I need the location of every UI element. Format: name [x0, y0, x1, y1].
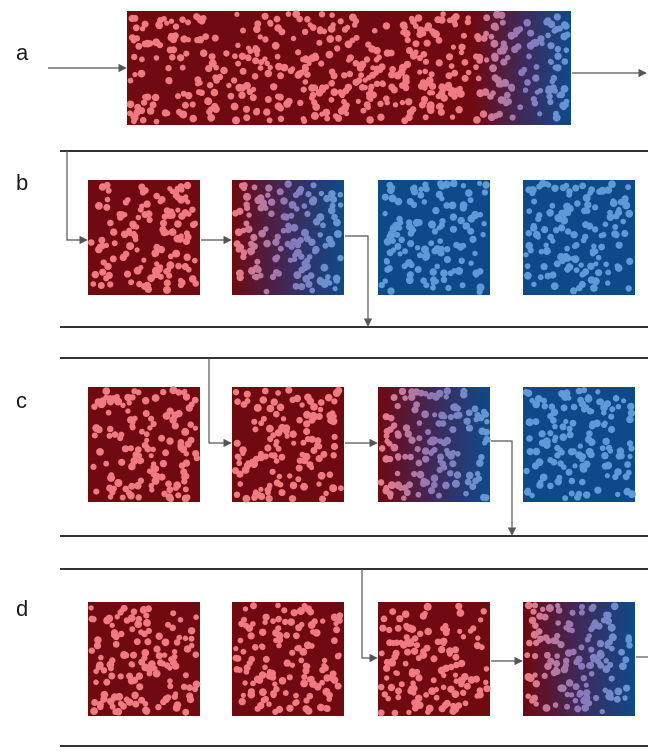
panel-b-column-1-particles — [88, 181, 199, 294]
panel-c-column-3-particles — [377, 387, 491, 502]
panel-c-column-1-particles — [90, 386, 201, 503]
panel-c-inlet-arrow — [208, 358, 232, 448]
panel-b-inlet-arrow — [66, 151, 88, 245]
panel-d-column-2-particles — [232, 602, 344, 716]
panel-label-b: b — [16, 170, 29, 195]
panel-d-inlet-arrow — [361, 569, 378, 663]
panel-b-column-4 — [523, 179, 635, 295]
panel-b-column-1 — [88, 180, 200, 295]
panel-a-section-1 — [126, 10, 473, 125]
panel-a-section-2-particles — [473, 10, 571, 124]
panel-c-column-3 — [377, 387, 491, 502]
panel-d-column-2 — [232, 602, 344, 716]
panel-d-column-4-particles — [524, 601, 633, 715]
panel-label-c: c — [16, 388, 27, 413]
panel-c-column-2-particles — [232, 386, 344, 503]
panel-d-column-4 — [523, 601, 635, 716]
panel-label-a: a — [16, 40, 29, 65]
panel-b-column-3 — [378, 179, 490, 295]
panel-c-column-1 — [88, 386, 201, 503]
panel-d-column-3 — [377, 602, 491, 717]
panel-c-column-4-particles — [522, 387, 636, 502]
panel-a-section-2 — [473, 10, 571, 125]
panel-b-column-4-particles — [523, 179, 634, 295]
panel-b-column-2 — [232, 180, 344, 295]
flow-lines — [48, 63, 648, 747]
panel-c-outlet-arrow — [491, 440, 517, 536]
panel-c-column-4 — [522, 387, 636, 502]
panel-b-column-2-particles — [232, 180, 344, 295]
panel-d-column-1 — [88, 602, 201, 716]
panel-d-column-1-particles — [88, 604, 201, 716]
panel-b-column-3-particles — [378, 179, 490, 295]
panel-c-column-2-background — [232, 387, 344, 502]
panel-d-column-3-particles — [377, 602, 491, 717]
panels — [88, 10, 636, 717]
panel-label-d: d — [16, 596, 29, 621]
panel-c-column-2 — [232, 386, 344, 503]
panel-b-outlet-arrow — [345, 235, 373, 327]
panel-a-section-1-particles — [126, 10, 472, 125]
